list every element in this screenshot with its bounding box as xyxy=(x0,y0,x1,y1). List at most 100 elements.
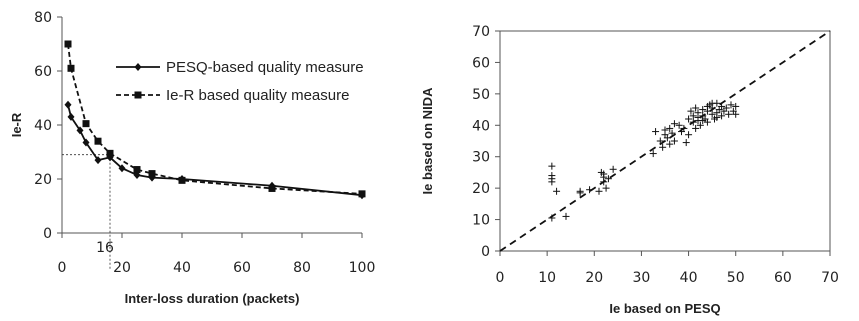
scatter-point xyxy=(609,165,617,173)
scatter-point xyxy=(687,107,695,115)
x-tick-label: 60 xyxy=(233,260,251,276)
scatter-point xyxy=(659,143,667,151)
scatter-point xyxy=(661,126,669,134)
scatter-point xyxy=(696,121,704,129)
y-tick-label: 10 xyxy=(472,213,490,229)
legend-entry-2: Ie-R based quality measure xyxy=(166,87,349,104)
x-tick-label: 0 xyxy=(58,260,67,276)
x-tick-label: 50 xyxy=(727,270,745,286)
scatter-point xyxy=(666,140,674,148)
x-tick-label: 70 xyxy=(821,270,839,286)
scatter-point xyxy=(699,117,707,125)
x-tick-label: 40 xyxy=(680,270,698,286)
series-2-point xyxy=(268,184,276,192)
scatter-point xyxy=(689,118,697,126)
legend-marker-diamond xyxy=(134,63,142,71)
series-1-point xyxy=(76,126,84,135)
series-2-point xyxy=(148,170,156,178)
y-tick-label: 30 xyxy=(472,150,490,166)
scatter-point xyxy=(656,137,664,145)
scatter-point xyxy=(548,214,556,222)
y-tick-label: 70 xyxy=(472,24,490,40)
scatter-point xyxy=(692,124,700,132)
series-1-point xyxy=(64,100,72,109)
scatter-point xyxy=(562,212,570,220)
series-2-point xyxy=(64,40,72,48)
y-tick-label: 20 xyxy=(472,181,490,197)
series-2-point xyxy=(82,120,90,128)
y-tick-label: 20 xyxy=(34,172,52,188)
scatter-point xyxy=(713,113,721,121)
scatter-point xyxy=(595,187,603,195)
series-2-point xyxy=(178,176,186,184)
series-1-point xyxy=(67,112,75,121)
scatter-point xyxy=(670,120,678,128)
y-tick-label: 50 xyxy=(472,87,490,103)
scatter-point xyxy=(699,106,707,114)
scatter-point xyxy=(576,189,584,197)
scatter-point xyxy=(718,112,726,120)
scatter-point xyxy=(708,99,716,107)
scatter-point xyxy=(602,184,610,192)
y-tick-label: 0 xyxy=(43,226,52,242)
scatter-point xyxy=(732,102,740,110)
scatter-point xyxy=(548,162,556,170)
annotation-label: 16 xyxy=(96,240,114,256)
scatter-point xyxy=(703,102,711,110)
x-tick-label: 80 xyxy=(293,260,311,276)
scatter-point xyxy=(685,115,693,123)
x-tick-label: 100 xyxy=(349,260,376,276)
scatter-point xyxy=(689,112,697,120)
y-tick-label: 60 xyxy=(34,64,52,80)
scatter-point xyxy=(692,104,700,112)
scatter-point xyxy=(663,134,671,142)
series-2-point xyxy=(94,137,102,145)
left-line-chart: 0 20 40 60 80 0 20 40 60 80 100 16 PESQ-based qualit… xyxy=(9,10,376,306)
scatter-point xyxy=(732,110,740,118)
scatter-point xyxy=(586,186,594,194)
scatter-point xyxy=(694,113,702,121)
scatter-point xyxy=(548,178,556,186)
x-axis-title: Ie based on PESQ xyxy=(609,301,720,316)
series-1-point xyxy=(94,156,102,165)
scatter-point xyxy=(600,178,608,186)
x-tick-label: 20 xyxy=(113,260,131,276)
scatter-point xyxy=(708,110,716,118)
scatter-point xyxy=(722,104,730,112)
y-axis-title: Ie-R xyxy=(9,112,24,137)
scatter-point xyxy=(727,101,735,109)
scatter-point xyxy=(718,102,726,110)
series-2-point xyxy=(106,149,114,157)
y-tick-label: 40 xyxy=(34,118,52,134)
series-2-point xyxy=(358,190,366,198)
x-tick-label: 0 xyxy=(496,270,505,286)
x-tick-label: 60 xyxy=(774,270,792,286)
scatter-point xyxy=(682,139,690,147)
scatter-point xyxy=(600,170,608,178)
legend-entry-1: PESQ-based quality measure xyxy=(166,59,364,76)
y-tick-label: 60 xyxy=(472,55,490,71)
scatter-point xyxy=(680,124,688,132)
series-1-point xyxy=(118,164,126,173)
x-tick-label: 10 xyxy=(538,270,556,286)
y-tick-label: 0 xyxy=(481,244,490,260)
scatter-point xyxy=(675,121,683,129)
scatter-point xyxy=(685,131,693,139)
scatter-point xyxy=(649,150,657,158)
y-tick-label: 40 xyxy=(472,118,490,134)
x-tick-label: 30 xyxy=(633,270,651,286)
series-2-point xyxy=(67,64,75,72)
reference-line xyxy=(499,30,831,252)
series-2-point xyxy=(133,166,141,174)
scatter-point xyxy=(666,124,674,132)
y-tick-label: 80 xyxy=(34,10,52,26)
series-line-2 xyxy=(67,43,363,195)
y-axis-title: Ie based on NIDA xyxy=(420,87,435,195)
x-axis-title: Inter-loss duration (packets) xyxy=(125,291,300,306)
scatter-point xyxy=(652,128,660,136)
scatter-point xyxy=(703,118,711,126)
scatter-point xyxy=(604,175,612,183)
x-tick-label: 20 xyxy=(585,270,603,286)
